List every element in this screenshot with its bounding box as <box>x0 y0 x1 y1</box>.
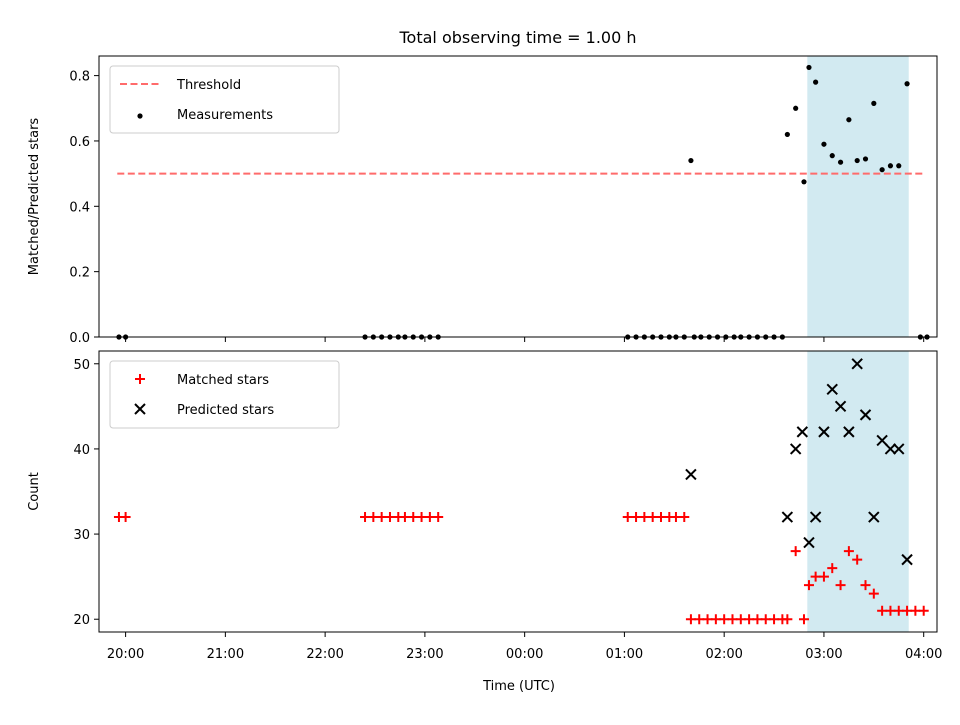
predicted-stars-point <box>843 426 855 438</box>
predicted-stars-point <box>851 358 863 370</box>
predicted-stars-point <box>859 409 872 421</box>
predicted-stars-point <box>809 511 822 523</box>
measurements-point <box>862 156 869 162</box>
predicted-stars-point <box>685 468 697 481</box>
measurements-point <box>813 79 819 85</box>
predicted-stars-point <box>884 443 897 455</box>
predicted-stars-point <box>901 553 913 566</box>
x-tick-label: 01:00 <box>606 647 643 662</box>
measurements-point <box>829 153 835 159</box>
measurements-point <box>793 105 799 111</box>
matched-stars-point <box>803 580 814 591</box>
x-tick-label: 23:00 <box>406 647 443 662</box>
measurements-point <box>846 117 852 123</box>
y-tick-label: 40 <box>73 443 90 458</box>
matched-stars-point <box>433 512 444 523</box>
y-tick-label: 0.8 <box>69 70 90 85</box>
matched-stars-point <box>798 614 809 625</box>
predicted-stars-point <box>876 434 888 447</box>
matched-stars-point <box>852 554 863 565</box>
matched-stars-point <box>120 512 131 523</box>
y-tick-label: 0.2 <box>69 266 90 281</box>
y-tick-label: 0.4 <box>69 200 90 215</box>
x-tick-label: 20:00 <box>107 647 144 662</box>
y-tick-label: 50 <box>73 358 90 373</box>
legend-label-predicted-stars: Predicted stars <box>177 403 274 418</box>
highlight-span <box>807 56 909 337</box>
legend-box <box>109 360 340 429</box>
axes-frame <box>98 55 938 338</box>
y-tick-label: 30 <box>73 528 90 543</box>
matched-stars-point <box>782 614 793 625</box>
legend-handle-matched-stars <box>135 374 145 384</box>
x-tick-label: 21:00 <box>207 647 244 662</box>
matched-stars-point <box>843 546 854 557</box>
matched-stars-point <box>790 546 801 557</box>
predicted-stars-point <box>818 426 830 438</box>
predicted-stars-point <box>803 536 815 549</box>
top-panel-ratio: 0.0 0.2 0.4 0.6 0.8 Matched/Predicted stars Th… <box>27 55 938 346</box>
predicted-stars-point <box>834 400 847 413</box>
measurements-point <box>837 159 844 165</box>
predicted-stars-point <box>893 443 905 455</box>
matched-stars-point <box>818 571 829 582</box>
measurements-point <box>854 157 860 164</box>
bottom-panel-counts: 20:00 21:00 22:00 23:00 00:00 01:00 02:00 03:00… <box>27 350 942 694</box>
predicted-stars-point <box>796 426 809 438</box>
y-axis-label: Count <box>27 472 42 511</box>
matched-stars-point <box>679 512 690 523</box>
y-tick-label: 0.0 <box>69 331 90 346</box>
legend-label-threshold: Threshold <box>176 78 241 93</box>
x-tick-label: 04:00 <box>905 647 942 662</box>
measurements-point <box>801 179 807 185</box>
predicted-stars-point <box>781 511 794 523</box>
x-tick-label: 22:00 <box>306 647 343 662</box>
measurements-point <box>806 64 812 71</box>
legend-box <box>109 65 340 134</box>
measurements-point <box>879 167 885 173</box>
measurements-point <box>688 157 694 164</box>
matched-stars-point <box>918 605 929 616</box>
legend-handle-predicted-stars <box>134 403 146 415</box>
legend-handle-measurements <box>137 113 143 119</box>
measurements-point <box>821 141 827 147</box>
measurements-point <box>904 81 910 87</box>
axes-frame <box>98 350 938 633</box>
chart-title: Total observing time = 1.00 h <box>398 28 636 47</box>
matched-stars-point <box>868 588 879 599</box>
y-tick-label: 0.6 <box>69 135 90 150</box>
x-tick-label: 00:00 <box>506 647 543 662</box>
predicted-stars-point <box>868 511 880 523</box>
measurements-point <box>871 100 877 106</box>
y-axis-label: Matched/Predicted stars <box>27 118 42 276</box>
measurements-point <box>784 131 790 138</box>
legend-label-matched-stars: Matched stars <box>177 373 269 388</box>
y-tick-label: 20 <box>73 613 90 628</box>
legend-label-measurements: Measurements <box>177 108 273 123</box>
measurements-point <box>896 163 902 169</box>
predicted-stars-point <box>826 383 838 396</box>
x-tick-label: 02:00 <box>705 647 742 662</box>
predicted-stars-point <box>789 443 802 455</box>
matched-stars-point <box>827 563 838 574</box>
x-tick-label: 03:00 <box>805 647 842 662</box>
x-axis-label: Time (UTC) <box>482 679 555 694</box>
matched-stars-point <box>835 580 846 591</box>
highlight-span <box>807 351 909 632</box>
measurements-point <box>887 163 894 169</box>
matched-stars-point <box>860 580 871 591</box>
